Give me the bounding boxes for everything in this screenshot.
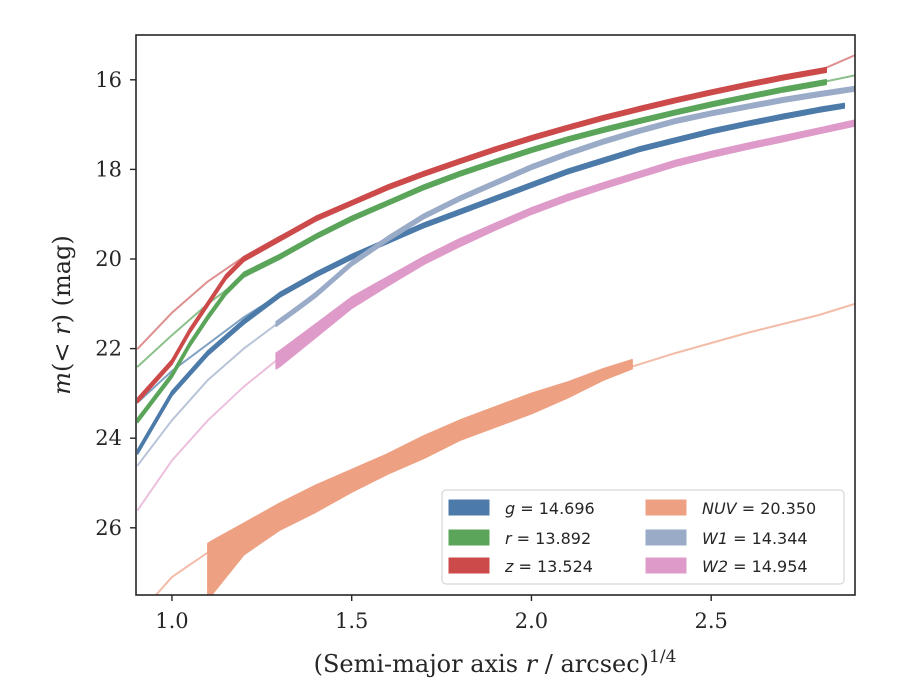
y-tick-label: 16: [95, 68, 122, 92]
data-band-r: [137, 79, 827, 424]
legend-entry-w1: W1 = 14.344: [645, 529, 808, 548]
legend-entry-r: r = 13.892: [448, 529, 591, 548]
x-tick-label: 2.0: [515, 609, 548, 633]
legend-label-w2: W2 = 14.954: [702, 557, 808, 576]
legend-label-nuv: NUV = 20.350: [702, 499, 816, 518]
legend-swatch-z: [448, 557, 490, 574]
data-band-w1: [275, 85, 855, 327]
legend-label-g: g = 14.696: [505, 499, 595, 518]
y-tick-label: 24: [95, 426, 122, 450]
x-tick-label: 2.5: [694, 609, 727, 633]
x-axis-label: (Semi-major axis r / arcsec)1/4: [314, 647, 677, 678]
legend-swatch-g: [448, 499, 490, 516]
legend-swatch-r: [448, 529, 490, 546]
legend-frame: [441, 489, 845, 585]
legend-entry-z: z = 13.524: [448, 557, 593, 576]
y-tick-label: 22: [95, 337, 122, 361]
x-tick-label: 1.0: [155, 609, 188, 633]
legend-label-z: z = 13.524: [504, 557, 593, 576]
y-axis-ticks: 16 18 20 22 24 26: [95, 68, 136, 540]
x-tick-label: 1.5: [335, 609, 368, 633]
y-axis-label: m(< r) (mag): [48, 235, 76, 395]
legend-entry-g: g = 14.696: [448, 499, 595, 518]
legend-swatch-w1: [645, 529, 687, 546]
legend-swatch-nuv: [645, 499, 687, 516]
data-bands: [137, 66, 855, 595]
plot-frame: [135, 34, 856, 596]
y-tick-label: 18: [95, 157, 122, 181]
legend-label-r: r = 13.892: [505, 529, 591, 548]
data-band-z: [137, 66, 827, 404]
legend-label-w1: W1 = 14.344: [702, 529, 808, 548]
legend-swatch-w2: [645, 557, 687, 574]
legend-entry-w2: W2 = 14.954: [645, 557, 808, 576]
legend-entry-nuv: NUV = 20.350: [645, 499, 816, 518]
y-tick-label: 26: [95, 516, 122, 540]
legend: g = 14.696 r = 13.892 z = 13.524 NUV = 20.3…: [441, 489, 845, 585]
x-axis-ticks: 1.0 1.5 2.0 2.5: [155, 595, 728, 633]
y-tick-label: 20: [95, 247, 122, 271]
data-band-g: [137, 102, 845, 455]
data-band-nuv: [207, 359, 633, 595]
data-band-w2: [275, 119, 855, 370]
